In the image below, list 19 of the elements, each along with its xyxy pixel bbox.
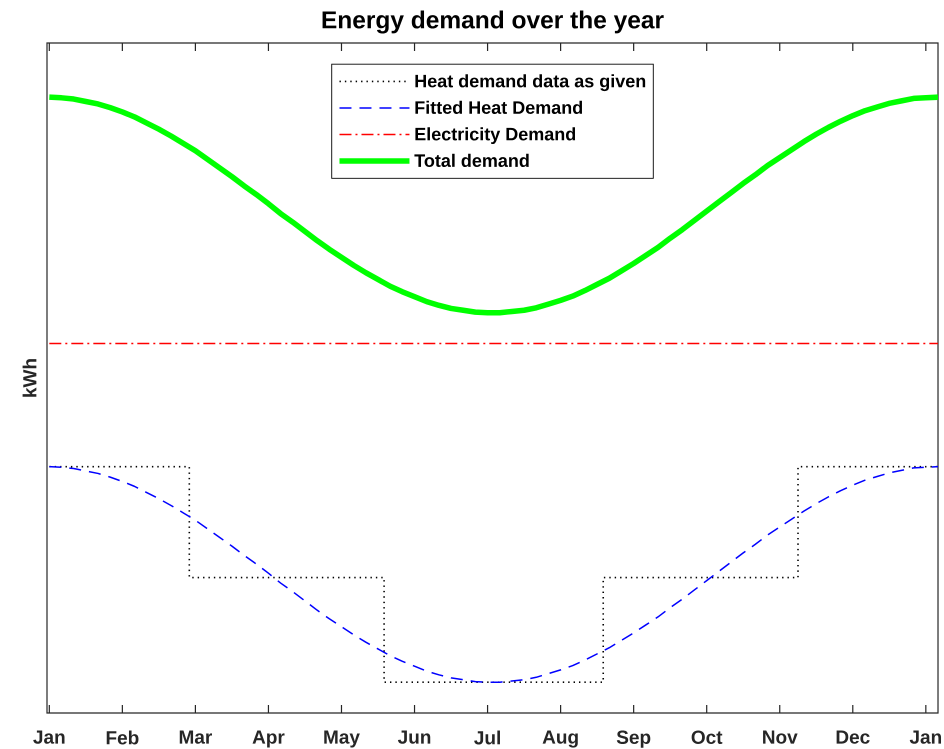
x-tick-label: Jun: [398, 730, 430, 744]
legend-label: Heat demand data as given: [415, 74, 646, 92]
y-axis-title: kWh: [22, 359, 36, 397]
x-tick-label: Oct: [692, 730, 722, 744]
x-tick-label: Jul: [474, 730, 500, 744]
x-tick-label: Apr: [252, 730, 285, 748]
x-tick-label: Jan: [33, 730, 64, 744]
x-tick-label: Nov: [763, 730, 798, 744]
x-tick-label: Jan: [910, 730, 942, 744]
x-tick-label: Aug: [542, 730, 578, 748]
chart-title: Energy demand over the year: [322, 10, 664, 34]
x-tick-label: Feb: [106, 730, 138, 744]
x-tick-label: May: [324, 730, 360, 748]
legend-label: Fitted Heat Demand: [415, 100, 582, 114]
x-tick-label: Sep: [616, 730, 650, 748]
x-tick-label: Mar: [180, 730, 212, 744]
legend-label: Total demand: [414, 154, 529, 167]
x-tick-label: Dec: [836, 730, 870, 744]
legend-label: Electricity Demand: [415, 127, 576, 144]
